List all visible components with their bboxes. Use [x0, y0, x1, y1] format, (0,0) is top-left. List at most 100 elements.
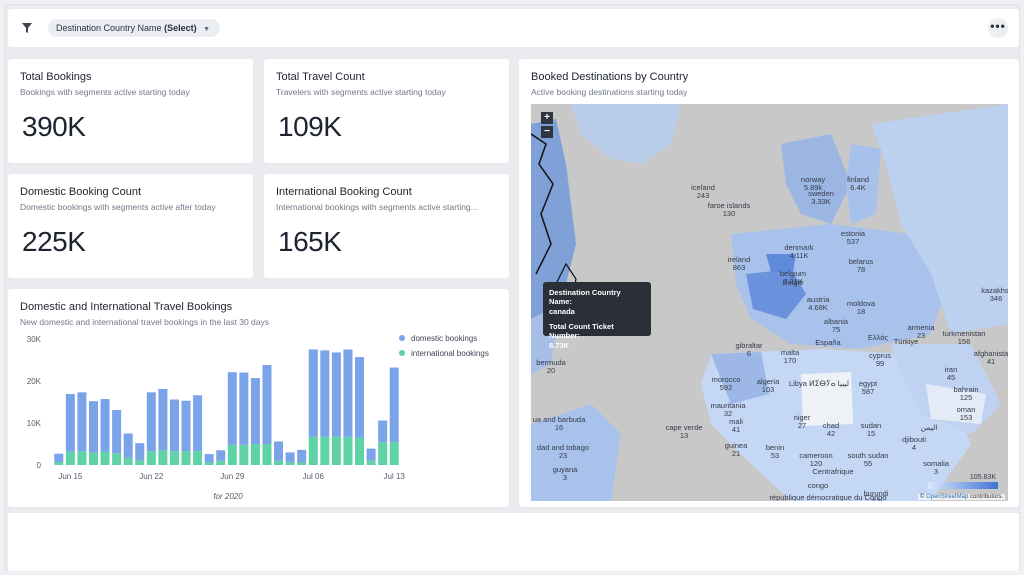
filter-icon[interactable] [22, 22, 32, 34]
bar-domestic[interactable] [250, 378, 260, 444]
bar-international[interactable] [389, 442, 399, 465]
bar-international[interactable] [169, 451, 179, 465]
bar-international[interactable] [239, 444, 249, 465]
zoom-out-button[interactable]: − [541, 126, 553, 138]
chevron-down-icon: ▼ [203, 26, 211, 33]
bar-international[interactable] [366, 460, 376, 465]
country-name: belgium [779, 269, 807, 278]
bar-domestic[interactable] [297, 449, 307, 463]
bar-domestic[interactable] [77, 392, 87, 452]
bar-domestic[interactable] [308, 349, 318, 437]
legend-item-domestic[interactable]: domestic bookings [399, 334, 477, 343]
bar-international[interactable] [65, 451, 75, 465]
bar-international[interactable] [216, 460, 226, 465]
map-country-label: sweden 3.33K [808, 190, 834, 206]
country-name: faroe islands [707, 201, 751, 210]
bar-international[interactable] [146, 451, 156, 465]
bar-international[interactable] [112, 453, 122, 465]
bar-international[interactable] [331, 436, 341, 465]
bar-international[interactable] [123, 457, 133, 465]
bar-domestic[interactable] [216, 450, 226, 461]
bar-domestic[interactable] [343, 349, 353, 437]
tooltip-label: Total Count Ticket Number: [549, 322, 614, 340]
bar-domestic[interactable] [123, 433, 133, 458]
bar-domestic[interactable] [320, 350, 330, 437]
map-country-label: België [783, 279, 804, 287]
bar-domestic[interactable] [54, 453, 64, 463]
map-country-label: estonia 537 [841, 230, 865, 246]
bar-international[interactable] [158, 450, 168, 465]
bar-domestic[interactable] [262, 365, 272, 444]
bar-domestic[interactable] [378, 420, 388, 443]
map-tooltip: Destination Country Name: canada Total C… [543, 282, 651, 350]
bar-domestic[interactable] [146, 392, 156, 452]
legend-item-international[interactable]: international bookings [399, 349, 489, 358]
destination-country-filter-chip[interactable]: Destination Country Name (Select) ▼ [48, 19, 221, 37]
map-country-label: cameroon 120 [799, 452, 832, 468]
bar-domestic[interactable] [366, 448, 376, 461]
bar-international[interactable] [181, 451, 191, 465]
bar-international[interactable] [285, 462, 295, 465]
bar-international[interactable] [193, 451, 203, 465]
empty-bottom-panel [8, 513, 1019, 571]
bar-domestic[interactable] [65, 394, 75, 452]
x-tick-label: Jun 22 [139, 472, 164, 481]
bar-domestic[interactable] [112, 409, 122, 454]
bar-international[interactable] [355, 437, 365, 465]
bar-international[interactable] [135, 460, 145, 465]
bar-domestic[interactable] [355, 357, 365, 438]
chart-footer: for 2020 [213, 492, 243, 501]
country-value: 55 [863, 459, 873, 468]
kpi-card-total-bookings[interactable]: Total Bookings Bookings with segments ac… [8, 59, 253, 163]
zoom-in-button[interactable]: + [541, 112, 553, 124]
bar-international[interactable] [54, 462, 64, 465]
country-name: Ελλάς [867, 333, 889, 342]
bar-international[interactable] [204, 462, 214, 465]
bar-domestic[interactable] [331, 352, 341, 437]
bar-international[interactable] [77, 451, 87, 465]
bar-domestic[interactable] [274, 441, 284, 461]
bar-domestic[interactable] [100, 399, 110, 452]
bar-international[interactable] [250, 444, 260, 465]
bar-domestic[interactable] [239, 372, 249, 445]
bar-international[interactable] [274, 460, 284, 465]
bar-domestic[interactable] [193, 395, 203, 452]
bar-domestic[interactable] [88, 401, 98, 453]
more-options-button[interactable]: ••• [988, 18, 1008, 38]
tooltip-value: 8.73K [549, 341, 570, 350]
bar-domestic[interactable] [135, 443, 145, 461]
map-country-label: Libya ⵍⵉⴱⵢⴰ ليبيا [789, 380, 849, 388]
map-canvas[interactable]: + − iceland 243 faroe islands 130 norway 5.89… [531, 104, 1008, 501]
bar-international[interactable] [378, 442, 388, 465]
bar-international[interactable] [262, 444, 272, 465]
map-country-label: niger 27 [794, 414, 811, 430]
bar-domestic[interactable] [204, 454, 214, 463]
country-value: 21 [731, 449, 741, 458]
bar-domestic[interactable] [169, 399, 179, 452]
kpi-card-total-travel-count[interactable]: Total Travel Count Travelers with segmen… [264, 59, 509, 163]
bar-domestic[interactable] [285, 452, 295, 463]
bar-international[interactable] [343, 436, 353, 465]
chart-title: Domestic and International Travel Bookin… [20, 301, 233, 313]
country-name: bahrain [953, 385, 979, 394]
filter-bar: Destination Country Name (Select) ▼ ••• [8, 9, 1019, 47]
country-name: moldova [846, 299, 876, 308]
bar-international[interactable] [308, 436, 318, 465]
country-value: 15 [866, 429, 876, 438]
bar-domestic[interactable] [158, 388, 168, 451]
bar-domestic[interactable] [227, 372, 237, 445]
bar-international[interactable] [88, 452, 98, 465]
bar-domestic[interactable] [389, 367, 399, 443]
bar-domestic[interactable] [181, 400, 191, 452]
bar-international[interactable] [297, 462, 307, 465]
country-value: 42 [826, 429, 836, 438]
country-name: burundi [863, 489, 889, 498]
kpi-card-domestic-booking-count[interactable]: Domestic Booking Count Domestic bookings… [8, 174, 253, 278]
openstreetmap-link[interactable]: OpenStreetMap [925, 494, 969, 500]
kpi-card-international-booking-count[interactable]: International Booking Count Internationa… [264, 174, 509, 278]
map-country-label: egypt 587 [859, 380, 877, 396]
bar-international[interactable] [227, 444, 237, 465]
map-country-label: congo [808, 482, 828, 490]
bar-international[interactable] [100, 451, 110, 465]
bar-international[interactable] [320, 436, 330, 465]
